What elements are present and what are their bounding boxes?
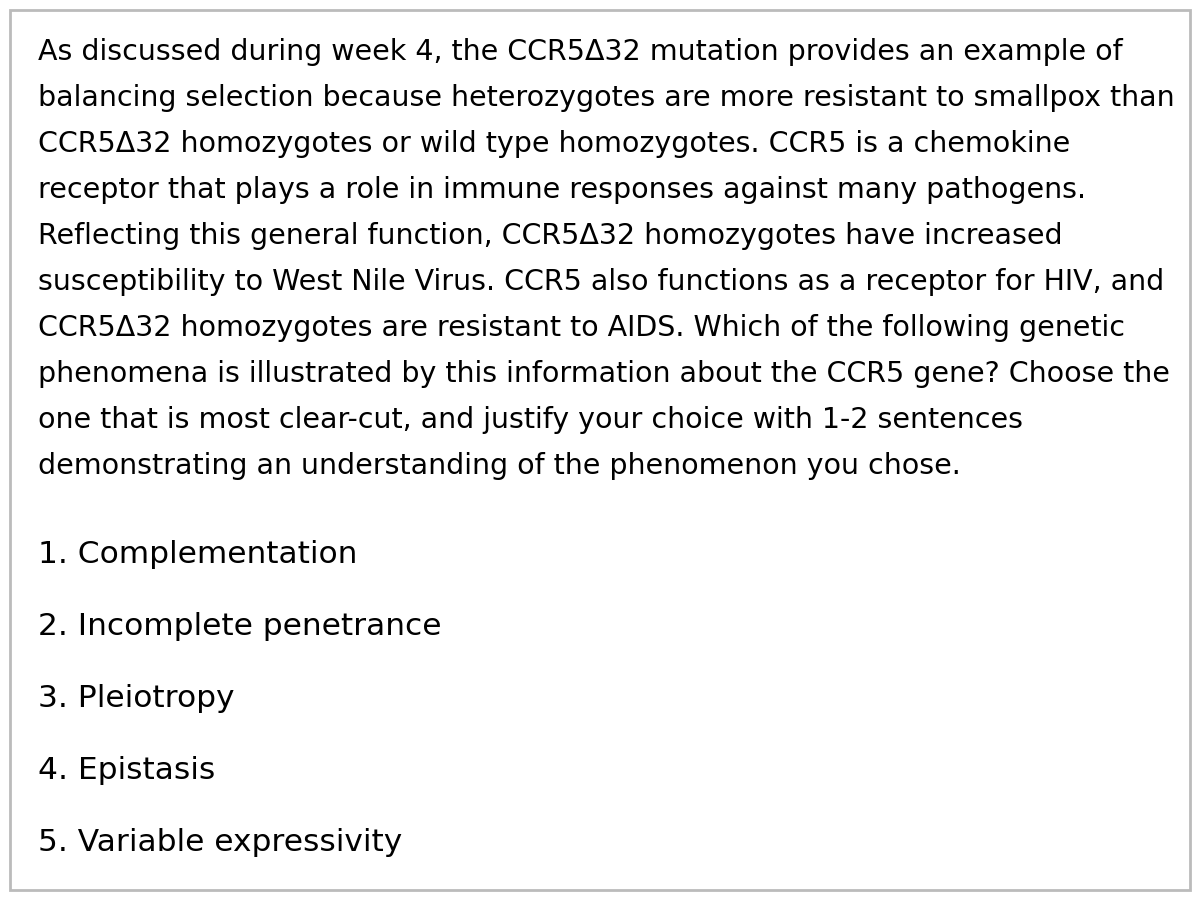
Text: receptor that plays a role in immune responses against many pathogens.: receptor that plays a role in immune res… [38, 176, 1086, 204]
Text: demonstrating an understanding of the phenomenon you chose.: demonstrating an understanding of the ph… [38, 452, 961, 480]
Text: 2. Incomplete penetrance: 2. Incomplete penetrance [38, 612, 442, 641]
Text: 4. Epistasis: 4. Epistasis [38, 756, 215, 785]
Text: balancing selection because heterozygotes are more resistant to smallpox than: balancing selection because heterozygote… [38, 84, 1175, 112]
Text: susceptibility to West Nile Virus. CCR5 also functions as a receptor for HIV, an: susceptibility to West Nile Virus. CCR5 … [38, 268, 1164, 296]
Text: As discussed during week 4, the CCR5Δ32 mutation provides an example of: As discussed during week 4, the CCR5Δ32 … [38, 38, 1123, 66]
Text: one that is most clear-cut, and justify your choice with 1-2 sentences: one that is most clear-cut, and justify … [38, 406, 1022, 434]
Text: phenomena is illustrated by this information about the CCR5 gene? Choose the: phenomena is illustrated by this informa… [38, 360, 1170, 388]
Text: CCR5Δ32 homozygotes or wild type homozygotes. CCR5 is a chemokine: CCR5Δ32 homozygotes or wild type homozyg… [38, 130, 1070, 158]
Text: CCR5Δ32 homozygotes are resistant to AIDS. Which of the following genetic: CCR5Δ32 homozygotes are resistant to AID… [38, 314, 1126, 342]
Text: Reflecting this general function, CCR5Δ32 homozygotes have increased: Reflecting this general function, CCR5Δ3… [38, 222, 1063, 250]
Text: 1. Complementation: 1. Complementation [38, 540, 358, 569]
Text: 3. Pleiotropy: 3. Pleiotropy [38, 684, 234, 713]
Text: 5. Variable expressivity: 5. Variable expressivity [38, 828, 402, 857]
